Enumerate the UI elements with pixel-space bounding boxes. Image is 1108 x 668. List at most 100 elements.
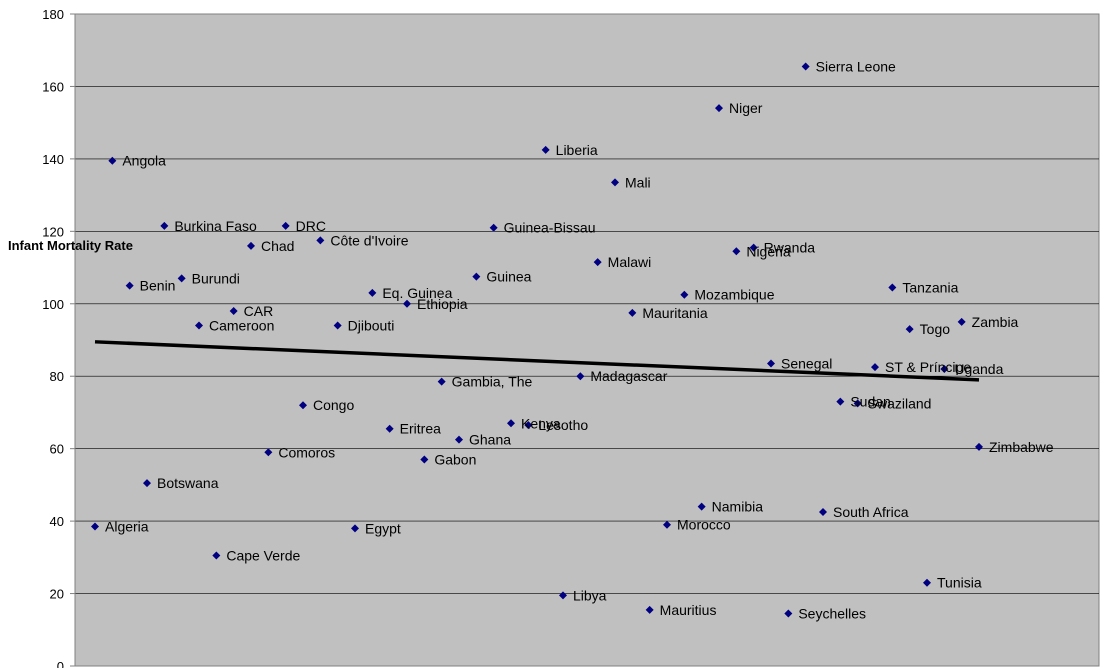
data-label: Swaziland [868, 395, 932, 411]
data-label: Namibia [712, 499, 764, 515]
data-label: Seychelles [798, 605, 866, 621]
y-tick-label: 140 [42, 152, 64, 167]
data-label: Côte d'Ivoire [330, 232, 408, 248]
y-tick-label: 20 [50, 587, 64, 602]
data-point [420, 455, 429, 464]
data-point [871, 363, 879, 372]
data-point [923, 578, 931, 587]
data-point [593, 258, 602, 267]
data-label: Mozambique [694, 287, 774, 303]
data-label: Tanzania [902, 279, 958, 295]
data-label: Angola [122, 153, 166, 169]
trendline-group [94, 340, 980, 382]
data-label: Togo [920, 321, 951, 337]
data-point [351, 524, 359, 533]
data-point [385, 424, 394, 433]
data-label: Cameroon [209, 318, 274, 334]
y-tick-label: 40 [50, 514, 64, 529]
data-label: Mauritania [642, 305, 708, 321]
data-point [715, 104, 723, 113]
y-tick-label: 60 [50, 442, 64, 457]
data-point [299, 401, 307, 410]
data-label: Lesotho [538, 417, 588, 433]
data-point [212, 551, 221, 560]
data-label: Niger [729, 100, 763, 116]
data-point [195, 321, 203, 330]
data-label: Sierra Leone [816, 59, 896, 75]
data-label: Congo [313, 397, 354, 413]
data-point [975, 442, 983, 451]
gridlines [75, 86, 1099, 594]
data-point [801, 62, 810, 71]
data-point [628, 308, 637, 317]
data-label: DRC [296, 218, 326, 234]
data-point [264, 448, 273, 457]
data-label: Chad [261, 238, 294, 254]
data-label: Egypt [365, 520, 401, 536]
y-axis: 0 20 40 60 80 100 120 140 160 180 [42, 7, 76, 668]
data-label: Mauritius [660, 602, 717, 618]
data-point [437, 377, 446, 386]
data-point [472, 272, 481, 281]
data-label: Kenya [521, 415, 561, 431]
data-point [177, 274, 186, 283]
data-label: Rwanda [764, 240, 816, 256]
data-label: Algeria [105, 519, 149, 535]
data-label: Eq. Guinea [382, 285, 452, 301]
data-point [91, 522, 99, 531]
data-label: Ethiopia [417, 296, 468, 312]
y-tick-label: 80 [50, 369, 64, 384]
y-tick-label: 100 [42, 297, 64, 312]
data-label: Gambia, The [452, 374, 533, 390]
data-point [455, 435, 463, 444]
data-label: Morocco [677, 517, 731, 533]
data-label: Zambia [972, 314, 1019, 330]
trendline [94, 340, 980, 382]
data-point [905, 325, 914, 334]
data-label: Comoros [278, 444, 335, 460]
data-label: Benin [140, 278, 176, 294]
data-point [767, 359, 775, 368]
data-point [680, 290, 689, 299]
data-point [368, 288, 377, 297]
data-point [611, 178, 619, 187]
data-point [281, 221, 290, 230]
data-label: Liberia [556, 142, 598, 158]
data-point [663, 520, 671, 529]
data-point [403, 299, 411, 308]
data-label: Eritrea [400, 421, 441, 437]
data-point [853, 399, 862, 408]
data-label: Burkina Faso [174, 218, 257, 234]
data-points [91, 62, 983, 618]
data-label: CAR [244, 303, 274, 319]
data-label: Malawi [608, 254, 652, 270]
data-point [489, 223, 498, 232]
data-point [316, 236, 325, 245]
data-point [576, 372, 585, 381]
data-label: Libya [573, 587, 607, 603]
data-point [940, 364, 949, 373]
data-label: Burundi [192, 270, 240, 286]
data-point [541, 145, 550, 154]
data-label: Zimbabwe [989, 439, 1054, 455]
data-point [732, 247, 741, 256]
data-point [888, 283, 897, 292]
data-point [559, 591, 567, 600]
point-labels: Algeria Angola Benin Botswana Burkina Faso Bu… [105, 59, 1054, 622]
data-point [125, 281, 134, 290]
data-label: ST & Príncipe [885, 359, 971, 375]
y-tick-label: 180 [42, 7, 64, 22]
y-tick-label: 160 [42, 79, 64, 94]
plot-area [74, 13, 1100, 667]
data-point [957, 317, 966, 326]
y-tick-label: 120 [42, 224, 64, 239]
data-label: South Africa [833, 504, 909, 520]
data-point [143, 479, 151, 488]
data-point [333, 321, 342, 330]
data-point [836, 397, 845, 406]
y-axis-label: Infant Mortality Rate [8, 238, 133, 253]
data-label: Uganda [954, 361, 1003, 377]
data-label: Cape Verde [226, 548, 300, 564]
data-label: Ghana [469, 432, 511, 448]
